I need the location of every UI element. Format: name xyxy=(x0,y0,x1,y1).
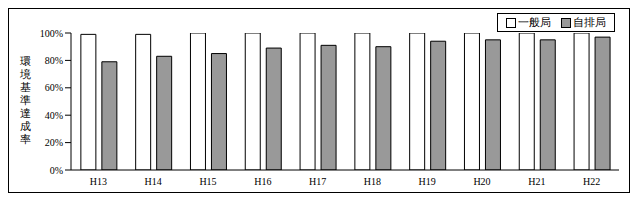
svg-text:H17: H17 xyxy=(309,176,326,187)
svg-text:H14: H14 xyxy=(145,176,162,187)
svg-text:H16: H16 xyxy=(254,176,271,187)
html-text:一般局: 一般局 xyxy=(518,16,551,28)
svg-text:H13: H13 xyxy=(90,176,107,187)
svg-text:H19: H19 xyxy=(419,176,436,187)
svg-text:H21: H21 xyxy=(528,176,545,187)
html-text:自排局: 自排局 xyxy=(573,16,606,28)
svg-text:0%: 0% xyxy=(50,165,63,176)
svg-text:H18: H18 xyxy=(364,176,381,187)
svg-text:60%: 60% xyxy=(45,82,63,93)
svg-text:40%: 40% xyxy=(45,110,63,121)
svg-text:100%: 100% xyxy=(40,28,63,39)
svg-text:H20: H20 xyxy=(473,176,490,187)
svg-text:環境基準達成率: 環境基準達成率 xyxy=(19,55,31,145)
svg-text:H22: H22 xyxy=(583,176,600,187)
svg-text:20%: 20% xyxy=(45,137,63,148)
svg-text:80%: 80% xyxy=(45,55,63,66)
svg-text:H15: H15 xyxy=(199,176,216,187)
